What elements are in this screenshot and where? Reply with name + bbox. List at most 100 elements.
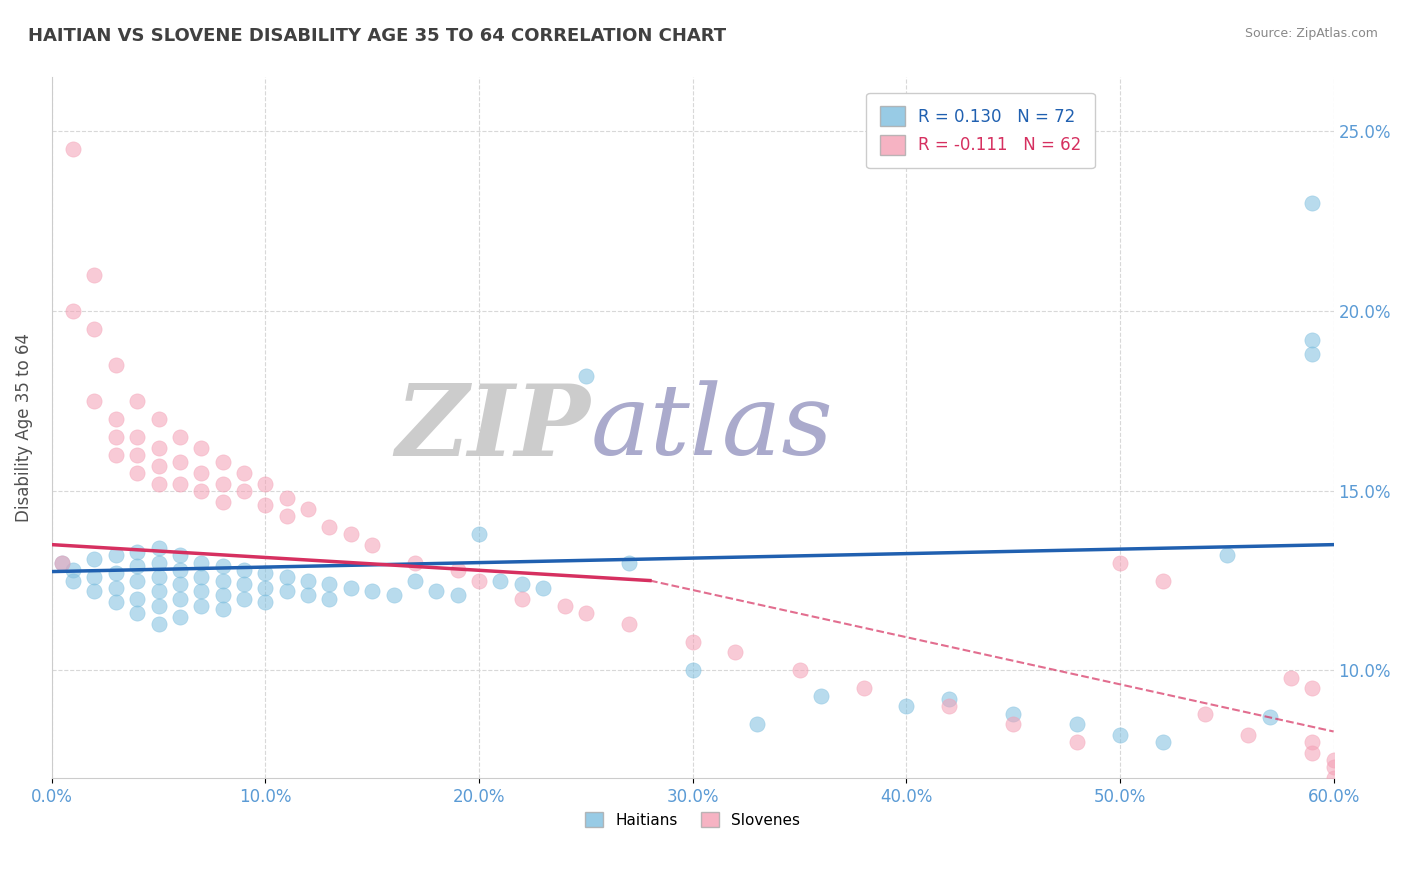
Point xyxy=(211,588,233,602)
Point xyxy=(190,466,212,480)
Point xyxy=(148,441,170,455)
Point xyxy=(148,476,170,491)
Point xyxy=(575,606,598,620)
Point xyxy=(127,393,149,408)
Point xyxy=(62,304,84,318)
Point xyxy=(148,616,170,631)
Point xyxy=(1323,760,1346,774)
Point xyxy=(340,581,363,595)
Point xyxy=(489,574,512,588)
Point xyxy=(1066,735,1088,749)
Point xyxy=(190,570,212,584)
Point xyxy=(104,412,127,426)
Point xyxy=(104,358,127,372)
Point xyxy=(83,570,105,584)
Point xyxy=(531,581,554,595)
Point xyxy=(190,441,212,455)
Point xyxy=(83,322,105,336)
Point xyxy=(83,552,105,566)
Point xyxy=(51,556,73,570)
Point xyxy=(169,455,191,469)
Point xyxy=(1301,681,1323,696)
Point xyxy=(404,574,426,588)
Point xyxy=(938,699,960,714)
Point xyxy=(682,634,704,648)
Point xyxy=(169,430,191,444)
Text: ZIP: ZIP xyxy=(395,380,591,476)
Point xyxy=(297,588,319,602)
Point xyxy=(1237,728,1260,742)
Point xyxy=(510,577,533,591)
Y-axis label: Disability Age 35 to 64: Disability Age 35 to 64 xyxy=(15,334,32,523)
Point xyxy=(148,556,170,570)
Point xyxy=(211,455,233,469)
Point xyxy=(276,508,298,523)
Point xyxy=(51,556,73,570)
Point xyxy=(1301,347,1323,361)
Point xyxy=(468,574,491,588)
Point xyxy=(148,541,170,556)
Point xyxy=(104,448,127,462)
Text: HAITIAN VS SLOVENE DISABILITY AGE 35 TO 64 CORRELATION CHART: HAITIAN VS SLOVENE DISABILITY AGE 35 TO … xyxy=(28,27,727,45)
Point xyxy=(1152,735,1174,749)
Point xyxy=(190,584,212,599)
Point xyxy=(211,602,233,616)
Point xyxy=(211,494,233,508)
Point xyxy=(104,549,127,563)
Point xyxy=(169,609,191,624)
Point xyxy=(169,577,191,591)
Point xyxy=(1216,549,1239,563)
Point xyxy=(190,483,212,498)
Point xyxy=(1301,746,1323,760)
Point xyxy=(233,591,256,606)
Point xyxy=(340,526,363,541)
Point xyxy=(148,584,170,599)
Point xyxy=(1301,735,1323,749)
Point xyxy=(254,476,277,491)
Point xyxy=(1301,196,1323,211)
Point xyxy=(148,570,170,584)
Point xyxy=(1279,671,1302,685)
Point xyxy=(127,545,149,559)
Point xyxy=(148,458,170,473)
Point xyxy=(1323,771,1346,785)
Point xyxy=(789,664,811,678)
Point xyxy=(1066,717,1088,731)
Point xyxy=(617,556,640,570)
Text: atlas: atlas xyxy=(591,380,832,475)
Point xyxy=(1109,728,1132,742)
Point xyxy=(745,717,768,731)
Point xyxy=(169,563,191,577)
Point xyxy=(1109,556,1132,570)
Point xyxy=(148,599,170,613)
Point xyxy=(1258,710,1281,724)
Point xyxy=(83,393,105,408)
Text: Source: ZipAtlas.com: Source: ZipAtlas.com xyxy=(1244,27,1378,40)
Point xyxy=(127,559,149,574)
Legend: Haitians, Slovenes: Haitians, Slovenes xyxy=(579,805,807,834)
Point xyxy=(276,491,298,505)
Point xyxy=(1301,333,1323,347)
Point xyxy=(447,563,470,577)
Point xyxy=(617,616,640,631)
Point xyxy=(169,476,191,491)
Point xyxy=(233,563,256,577)
Point xyxy=(127,574,149,588)
Point xyxy=(169,549,191,563)
Point xyxy=(254,581,277,595)
Point xyxy=(254,566,277,581)
Point xyxy=(127,591,149,606)
Point xyxy=(468,526,491,541)
Point xyxy=(83,268,105,282)
Point xyxy=(297,501,319,516)
Point xyxy=(1152,574,1174,588)
Point xyxy=(62,563,84,577)
Point xyxy=(169,591,191,606)
Point xyxy=(211,574,233,588)
Point xyxy=(104,581,127,595)
Point xyxy=(190,556,212,570)
Point xyxy=(104,566,127,581)
Point xyxy=(382,588,405,602)
Point xyxy=(127,606,149,620)
Point xyxy=(553,599,575,613)
